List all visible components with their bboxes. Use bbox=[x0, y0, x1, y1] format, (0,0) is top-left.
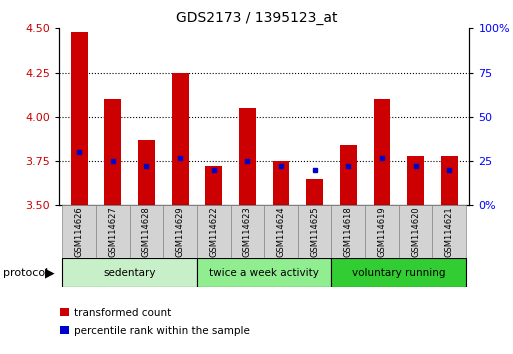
Text: GSM114621: GSM114621 bbox=[445, 206, 453, 257]
Bar bbox=[197, 205, 230, 258]
Text: GSM114628: GSM114628 bbox=[142, 206, 151, 257]
Bar bbox=[230, 205, 264, 258]
Text: GSM114627: GSM114627 bbox=[108, 206, 117, 257]
Bar bbox=[441, 156, 458, 205]
Bar bbox=[298, 205, 331, 258]
Text: GSM114625: GSM114625 bbox=[310, 206, 319, 257]
Bar bbox=[399, 205, 432, 258]
Text: voluntary running: voluntary running bbox=[352, 268, 445, 278]
Bar bbox=[71, 32, 88, 205]
Bar bbox=[205, 166, 222, 205]
Text: percentile rank within the sample: percentile rank within the sample bbox=[74, 326, 250, 336]
Text: ▶: ▶ bbox=[46, 266, 55, 279]
Text: GSM114620: GSM114620 bbox=[411, 206, 420, 257]
Bar bbox=[331, 205, 365, 258]
Text: protocol: protocol bbox=[3, 268, 48, 278]
Bar bbox=[365, 205, 399, 258]
Bar bbox=[63, 205, 96, 258]
Bar bbox=[172, 73, 188, 205]
Bar bbox=[163, 205, 197, 258]
Text: GSM114624: GSM114624 bbox=[277, 206, 286, 257]
Bar bbox=[264, 205, 298, 258]
Bar bbox=[105, 99, 121, 205]
Bar bbox=[197, 258, 331, 287]
Text: GSM114623: GSM114623 bbox=[243, 206, 252, 257]
Bar bbox=[272, 161, 289, 205]
Bar bbox=[63, 258, 197, 287]
Text: GSM114619: GSM114619 bbox=[378, 206, 386, 257]
Text: GDS2173 / 1395123_at: GDS2173 / 1395123_at bbox=[176, 11, 337, 25]
Text: GSM114626: GSM114626 bbox=[75, 206, 84, 257]
Bar bbox=[96, 205, 130, 258]
Text: sedentary: sedentary bbox=[104, 268, 156, 278]
Text: twice a week activity: twice a week activity bbox=[209, 268, 319, 278]
Text: GSM114618: GSM114618 bbox=[344, 206, 353, 257]
Bar bbox=[306, 179, 323, 205]
Bar bbox=[407, 156, 424, 205]
Text: GSM114629: GSM114629 bbox=[175, 206, 185, 257]
Bar bbox=[432, 205, 466, 258]
Text: GSM114622: GSM114622 bbox=[209, 206, 218, 257]
Bar bbox=[138, 140, 155, 205]
Bar bbox=[373, 99, 390, 205]
Text: transformed count: transformed count bbox=[74, 308, 172, 318]
Bar bbox=[130, 205, 163, 258]
Bar bbox=[60, 326, 69, 334]
Bar bbox=[239, 108, 256, 205]
Bar bbox=[340, 145, 357, 205]
Bar bbox=[331, 258, 466, 287]
Bar bbox=[60, 308, 69, 316]
